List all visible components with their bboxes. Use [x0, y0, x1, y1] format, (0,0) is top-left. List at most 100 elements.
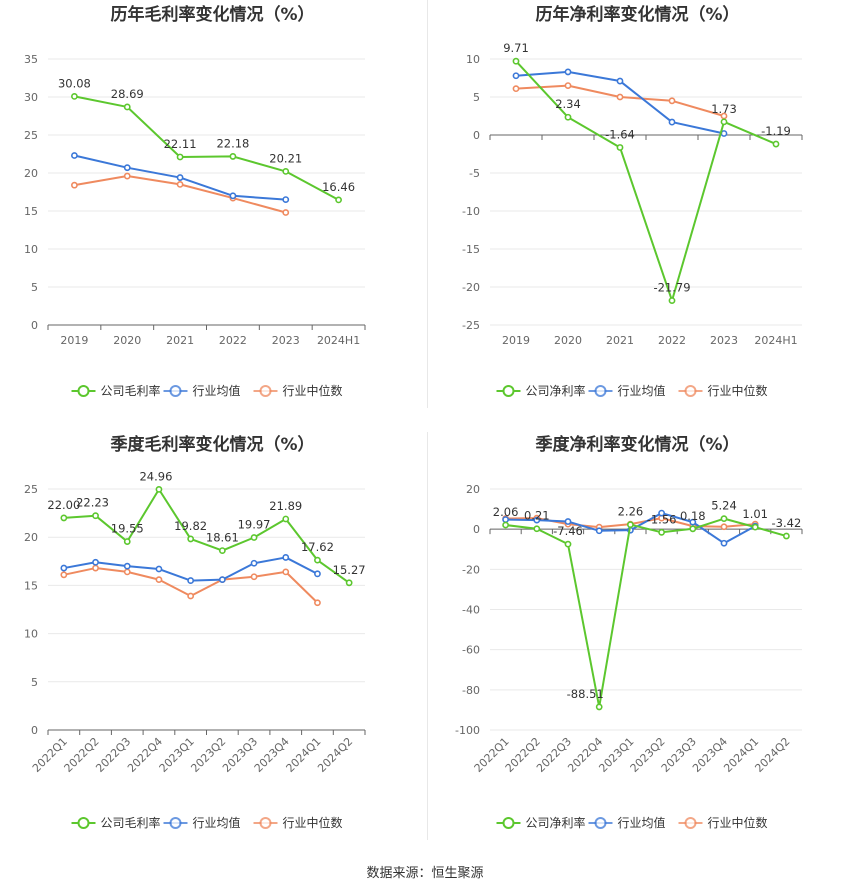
- vertical-divider-top: [427, 0, 428, 408]
- data-point: [782, 532, 790, 540]
- data-label: 0.21: [524, 509, 550, 523]
- data-source-note: 数据来源：恒生聚源: [366, 866, 484, 881]
- x-tick-label: 2024Q2: [315, 735, 355, 775]
- legend-item[interactable]: 行业均值: [163, 383, 241, 398]
- y-tick-label: -20: [462, 281, 480, 294]
- legend-item[interactable]: 公司毛利率: [71, 383, 161, 398]
- data-label: 5.24: [711, 499, 737, 513]
- data-point: [123, 103, 131, 111]
- data-point: [512, 57, 520, 65]
- legend-item[interactable]: 行业中位数: [253, 383, 343, 398]
- legend-swatch-marker: [259, 817, 272, 829]
- legend-label: 行业中位数: [283, 383, 343, 398]
- data-point: [616, 144, 624, 151]
- y-tick-label: 5: [473, 91, 480, 104]
- y-tick-label: 10: [24, 628, 38, 641]
- data-label: 18.61: [206, 531, 239, 545]
- y-tick-label: -10: [462, 205, 480, 218]
- data-label: 9.71: [503, 41, 529, 55]
- y-tick-label: 30: [24, 91, 38, 104]
- data-point: [595, 527, 603, 535]
- data-point: [689, 518, 697, 526]
- data-point: [564, 518, 572, 525]
- chart-quarterly-net-margin: 季度净利率变化情况（%）-100-80-60-40-200202022Q1202…: [455, 434, 803, 830]
- series-line: [63, 488, 350, 584]
- data-point: [720, 539, 728, 547]
- data-label: 30.08: [58, 76, 91, 90]
- legend-item[interactable]: 行业中位数: [678, 815, 768, 830]
- legend-label: 行业均值: [618, 815, 666, 830]
- legend-item[interactable]: 行业均值: [163, 815, 241, 830]
- data-label: 2.34: [555, 97, 581, 111]
- data-label: 17.62: [301, 540, 334, 554]
- data-point: [668, 118, 676, 126]
- data-point: [668, 297, 676, 305]
- data-point: [616, 77, 624, 85]
- x-tick-label: 2019: [60, 334, 88, 347]
- data-point: [720, 523, 728, 531]
- data-point: [155, 565, 163, 573]
- legend-item[interactable]: 行业均值: [588, 815, 666, 830]
- series-line: [515, 84, 725, 117]
- data-point: [564, 82, 572, 89]
- data-point: [155, 576, 163, 584]
- legend-item[interactable]: 行业中位数: [678, 383, 768, 398]
- data-point: [60, 564, 68, 572]
- data-point: [345, 579, 353, 587]
- legend-label: 公司毛利率: [101, 815, 161, 830]
- data-point: [71, 181, 78, 189]
- data-point: [658, 528, 665, 536]
- data-point: [123, 568, 131, 576]
- y-tick-label: 20: [24, 167, 38, 180]
- data-label: 24.96: [139, 469, 172, 483]
- data-point: [123, 164, 131, 172]
- data-point: [218, 576, 226, 584]
- data-label: 19.82: [174, 519, 207, 533]
- legend-label: 行业均值: [618, 383, 666, 398]
- y-tick-label: 15: [24, 205, 38, 218]
- data-label: 22.11: [164, 137, 197, 151]
- data-point: [187, 592, 195, 600]
- data-point: [92, 558, 99, 566]
- legend-item[interactable]: 行业均值: [588, 383, 666, 398]
- data-label: -1.19: [761, 124, 791, 138]
- data-label: 1.73: [711, 102, 737, 116]
- data-label: -21.79: [653, 281, 690, 295]
- data-point: [689, 525, 697, 533]
- legend-swatch-marker: [77, 817, 90, 829]
- data-point: [533, 516, 541, 524]
- data-point: [60, 514, 68, 522]
- y-tick-label: 0: [473, 129, 480, 142]
- data-point: [282, 568, 290, 576]
- data-point: [229, 153, 237, 160]
- legend-item[interactable]: 公司毛利率: [71, 815, 161, 830]
- y-tick-label: -100: [455, 724, 480, 737]
- legend-item[interactable]: 公司净利率: [496, 383, 586, 398]
- legend-item[interactable]: 行业中位数: [253, 815, 343, 830]
- x-tick-label: 2022: [658, 334, 686, 347]
- chart-title: 季度净利率变化情况（%）: [535, 434, 739, 455]
- vertical-divider-bottom: [427, 432, 428, 840]
- legend-item[interactable]: 公司净利率: [496, 815, 586, 830]
- data-label: 2.06: [493, 505, 519, 519]
- data-point: [176, 174, 184, 181]
- data-point: [772, 140, 780, 148]
- data-point: [282, 168, 290, 175]
- data-point: [314, 570, 321, 578]
- data-point: [155, 485, 163, 493]
- data-point: [720, 118, 728, 126]
- data-label: 22.23: [76, 496, 109, 510]
- data-label: 21.89: [269, 499, 302, 513]
- data-point: [282, 554, 290, 561]
- data-point: [533, 525, 541, 533]
- data-label: 0.18: [680, 509, 706, 523]
- data-label: 20.21: [269, 151, 302, 165]
- data-label: 19.97: [238, 517, 271, 531]
- x-tick-label: 2020: [554, 334, 582, 347]
- data-label: 15.27: [333, 563, 366, 577]
- x-tick-label: 2022: [219, 334, 247, 347]
- y-tick-label: 10: [466, 53, 480, 66]
- series-line: [505, 517, 787, 708]
- x-tick-label: 2023: [272, 334, 300, 347]
- data-label: 28.69: [111, 87, 144, 101]
